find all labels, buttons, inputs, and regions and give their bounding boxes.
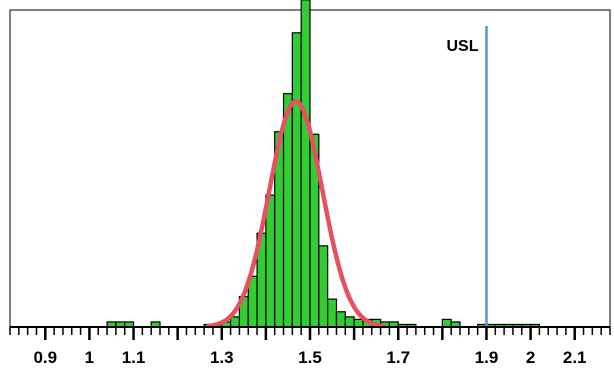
x-tick-label: 1.9 — [475, 348, 499, 367]
usl-label: USL — [446, 38, 478, 55]
histogram-bar — [265, 194, 276, 328]
x-tick-label: 2 — [526, 348, 535, 367]
x-axis-tick-labels: 0.9 1 1.1 1.3 1.5 1.7 1.9 2 2.1 — [33, 348, 586, 367]
x-tick-label: 1.3 — [210, 348, 234, 367]
normal-fit-curve — [206, 99, 386, 329]
x-tick-label: 0.9 — [33, 348, 57, 367]
histogram-bar — [327, 298, 338, 328]
x-tick-label: 1.1 — [122, 348, 146, 367]
histogram-bar — [344, 316, 355, 328]
x-tick-label: 1.5 — [298, 348, 322, 367]
x-tick-label: 1 — [85, 348, 94, 367]
x-axis-ticks — [9, 327, 611, 340]
histogram-bar — [441, 318, 452, 328]
histogram-bar — [353, 318, 364, 328]
histogram-bar — [335, 311, 346, 328]
histogram-bar — [229, 316, 241, 328]
histogram-bar — [291, 32, 302, 328]
x-tick-label: 2.1 — [563, 348, 587, 367]
histogram-bar — [318, 245, 329, 328]
histogram-bar — [300, 0, 311, 328]
x-tick-label: 1.7 — [386, 348, 410, 367]
histogram-bar — [282, 93, 293, 328]
